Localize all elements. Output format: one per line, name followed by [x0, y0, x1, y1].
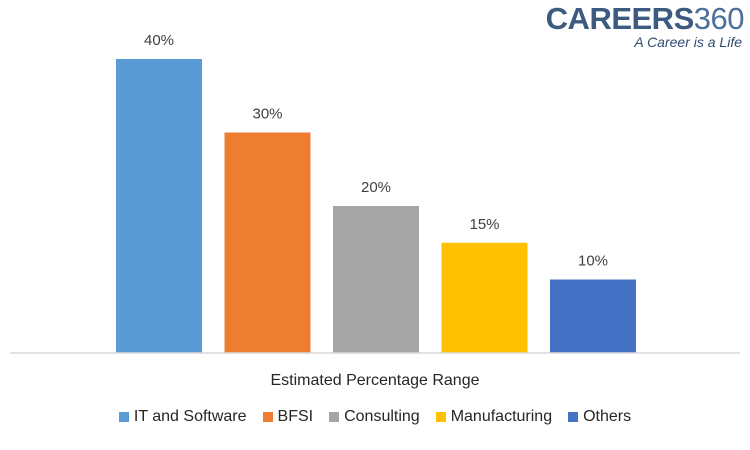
legend-label-it-and-software: IT and Software — [133, 408, 247, 425]
data-label-it-and-software: 40% — [144, 32, 174, 49]
bar-consulting — [333, 206, 419, 353]
legend-label-manufacturing: Manufacturing — [450, 408, 553, 425]
bar-bfsi — [224, 132, 311, 353]
legend-item-consulting: Consulting — [329, 408, 420, 426]
data-label-manufacturing: 15% — [469, 216, 499, 233]
chart-legend: IT and Software BFSI Consulting Manufacturi… — [0, 408, 750, 426]
legend-label-others: Others — [583, 408, 632, 425]
legend-item-others: Others — [568, 408, 631, 426]
logo-brand: CAREERS — [545, 1, 695, 36]
logo-brand-number: 360 — [693, 1, 745, 36]
legend-label-bfsi: BFSI — [277, 408, 314, 425]
x-axis-title: Estimated Percentage Range — [270, 372, 479, 389]
legend-label-consulting: Consulting — [344, 408, 420, 425]
data-label-consulting: 20% — [361, 179, 391, 196]
logo-wordmark: CAREERS360 — [545, 1, 745, 36]
bar-others — [550, 279, 636, 353]
legend-swatch-it-and-software — [118, 412, 129, 422]
logo-tagline: A Career is a Life — [634, 34, 742, 50]
bars-group — [116, 59, 636, 353]
legend-swatch-others — [568, 412, 579, 422]
legend-item-bfsi: BFSI — [262, 408, 314, 426]
data-labels-group: 40% 30% 20% 15% 10% — [144, 32, 608, 270]
legend-item-manufacturing: Manufacturing — [435, 408, 553, 426]
legend-swatch-manufacturing — [435, 412, 446, 422]
legend-item-it-and-software: IT and Software — [118, 408, 247, 426]
legend-swatch-consulting — [329, 412, 340, 422]
data-label-bfsi: 30% — [252, 106, 282, 123]
bar-it-and-software — [116, 59, 202, 353]
careers360-logo: CAREERS360 A Career is a Life — [545, 1, 745, 50]
data-label-others: 10% — [578, 253, 608, 270]
legend-swatch-bfsi — [262, 412, 273, 422]
bar-manufacturing — [441, 242, 528, 353]
